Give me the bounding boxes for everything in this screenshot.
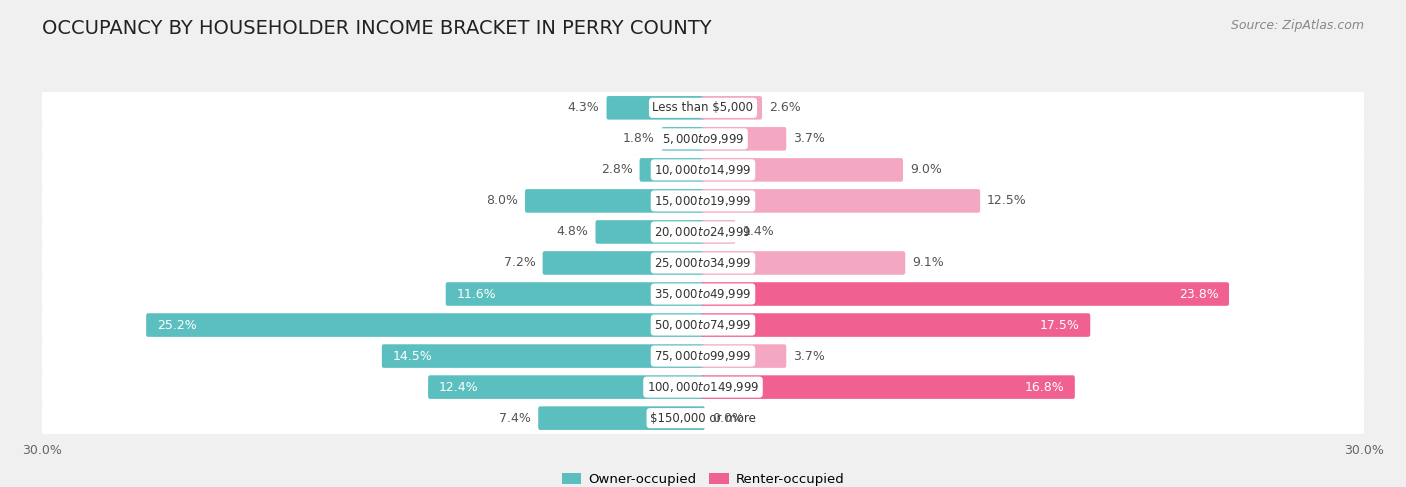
- Text: 2.6%: 2.6%: [769, 101, 801, 114]
- FancyBboxPatch shape: [543, 251, 704, 275]
- Text: $25,000 to $34,999: $25,000 to $34,999: [654, 256, 752, 270]
- Text: 3.7%: 3.7%: [793, 132, 825, 145]
- FancyBboxPatch shape: [41, 216, 1365, 248]
- Text: 7.2%: 7.2%: [503, 257, 536, 269]
- FancyBboxPatch shape: [538, 406, 704, 430]
- FancyBboxPatch shape: [41, 92, 1365, 124]
- FancyBboxPatch shape: [41, 371, 1365, 403]
- Text: $35,000 to $49,999: $35,000 to $49,999: [654, 287, 752, 301]
- Text: 2.8%: 2.8%: [600, 164, 633, 176]
- FancyBboxPatch shape: [382, 344, 704, 368]
- FancyBboxPatch shape: [41, 309, 1365, 341]
- FancyBboxPatch shape: [446, 282, 704, 306]
- Text: Source: ZipAtlas.com: Source: ZipAtlas.com: [1230, 19, 1364, 33]
- FancyBboxPatch shape: [41, 278, 1365, 310]
- FancyBboxPatch shape: [41, 247, 1365, 279]
- FancyBboxPatch shape: [640, 158, 704, 182]
- Text: $10,000 to $14,999: $10,000 to $14,999: [654, 163, 752, 177]
- FancyBboxPatch shape: [427, 375, 704, 399]
- Text: 9.0%: 9.0%: [910, 164, 942, 176]
- FancyBboxPatch shape: [596, 220, 704, 244]
- FancyBboxPatch shape: [702, 158, 903, 182]
- Text: 3.7%: 3.7%: [793, 350, 825, 362]
- Text: 14.5%: 14.5%: [392, 350, 432, 362]
- Text: 12.4%: 12.4%: [439, 381, 478, 393]
- Text: $50,000 to $74,999: $50,000 to $74,999: [654, 318, 752, 332]
- FancyBboxPatch shape: [702, 313, 1090, 337]
- Text: $20,000 to $24,999: $20,000 to $24,999: [654, 225, 752, 239]
- FancyBboxPatch shape: [702, 251, 905, 275]
- FancyBboxPatch shape: [702, 375, 1074, 399]
- FancyBboxPatch shape: [146, 313, 704, 337]
- Text: 0.0%: 0.0%: [711, 412, 744, 425]
- Text: 4.3%: 4.3%: [568, 101, 599, 114]
- Text: 11.6%: 11.6%: [457, 287, 496, 300]
- Text: 4.8%: 4.8%: [557, 225, 589, 239]
- FancyBboxPatch shape: [41, 154, 1365, 186]
- Text: $75,000 to $99,999: $75,000 to $99,999: [654, 349, 752, 363]
- FancyBboxPatch shape: [702, 127, 786, 150]
- FancyBboxPatch shape: [41, 123, 1365, 155]
- Text: OCCUPANCY BY HOUSEHOLDER INCOME BRACKET IN PERRY COUNTY: OCCUPANCY BY HOUSEHOLDER INCOME BRACKET …: [42, 19, 711, 38]
- Text: 1.8%: 1.8%: [623, 132, 655, 145]
- Text: $150,000 or more: $150,000 or more: [650, 412, 756, 425]
- Text: 8.0%: 8.0%: [486, 194, 517, 207]
- FancyBboxPatch shape: [662, 127, 704, 150]
- FancyBboxPatch shape: [524, 189, 704, 213]
- FancyBboxPatch shape: [41, 340, 1365, 372]
- FancyBboxPatch shape: [41, 185, 1365, 217]
- Text: $100,000 to $149,999: $100,000 to $149,999: [647, 380, 759, 394]
- Text: 17.5%: 17.5%: [1040, 318, 1080, 332]
- Text: 16.8%: 16.8%: [1025, 381, 1064, 393]
- FancyBboxPatch shape: [702, 282, 1229, 306]
- FancyBboxPatch shape: [702, 220, 735, 244]
- FancyBboxPatch shape: [702, 189, 980, 213]
- Text: 1.4%: 1.4%: [742, 225, 775, 239]
- Text: $15,000 to $19,999: $15,000 to $19,999: [654, 194, 752, 208]
- FancyBboxPatch shape: [702, 96, 762, 120]
- FancyBboxPatch shape: [41, 402, 1365, 434]
- Text: 9.1%: 9.1%: [912, 257, 943, 269]
- Legend: Owner-occupied, Renter-occupied: Owner-occupied, Renter-occupied: [557, 468, 849, 487]
- Text: 23.8%: 23.8%: [1178, 287, 1219, 300]
- Text: 25.2%: 25.2%: [156, 318, 197, 332]
- Text: 12.5%: 12.5%: [987, 194, 1026, 207]
- FancyBboxPatch shape: [606, 96, 704, 120]
- Text: $5,000 to $9,999: $5,000 to $9,999: [662, 132, 744, 146]
- FancyBboxPatch shape: [702, 344, 786, 368]
- Text: 7.4%: 7.4%: [499, 412, 531, 425]
- Text: Less than $5,000: Less than $5,000: [652, 101, 754, 114]
